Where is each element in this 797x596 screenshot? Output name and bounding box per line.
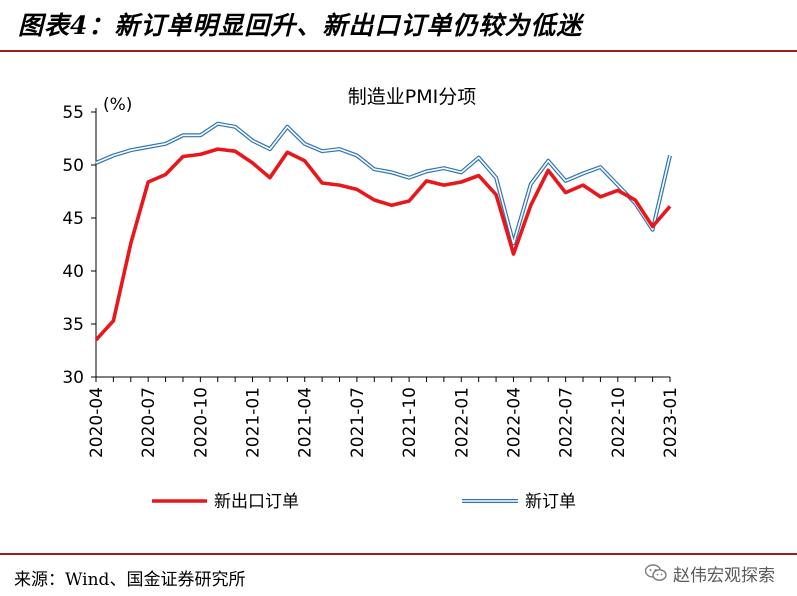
header-rule bbox=[0, 50, 797, 52]
x-tick-label: 2021-01 bbox=[244, 387, 264, 458]
chart-title: 制造业PMI分项 bbox=[348, 86, 476, 108]
y-tick-label: 55 bbox=[62, 103, 84, 123]
legend-label-new-orders: 新订单 bbox=[525, 492, 576, 512]
x-tick-label: 2020-04 bbox=[87, 387, 107, 458]
watermark: 赵伟宏观探索 bbox=[645, 553, 775, 593]
x-tick-label: 2021-07 bbox=[348, 387, 368, 458]
x-tick-label: 2022-10 bbox=[609, 387, 629, 458]
x-tick-label: 2023-01 bbox=[661, 387, 681, 458]
x-tick-label: 2022-01 bbox=[452, 387, 472, 458]
series-line-new-export-orders bbox=[94, 147, 672, 342]
figure-title: 图表4：新订单明显回升、新出口订单仍较为低迷 bbox=[18, 11, 583, 40]
series-layer bbox=[94, 121, 672, 342]
y-tick-label: 30 bbox=[62, 368, 84, 388]
legend: 新出口订单 新订单 bbox=[152, 492, 576, 512]
wechat-icon bbox=[645, 564, 667, 581]
line-chart: 制造业PMI分项 (%) 30 35 40 45 50 55 2020-04 2020-07 2… bbox=[62, 86, 681, 512]
x-tick-label: 2020-10 bbox=[191, 387, 211, 458]
x-tick-label: 2021-04 bbox=[296, 387, 316, 458]
watermark-text: 赵伟宏观探索 bbox=[673, 565, 775, 586]
legend-label-new-export-orders: 新出口订单 bbox=[214, 492, 299, 512]
y-tick-label: 40 bbox=[62, 262, 84, 282]
series-line-new-orders-core bbox=[95, 122, 671, 245]
x-tick-label: 2022-07 bbox=[557, 387, 577, 458]
source-note: 来源：Wind、国金证券研究所 bbox=[14, 570, 246, 590]
x-tick-label: 2022-04 bbox=[504, 387, 524, 458]
y-tick-label: 45 bbox=[62, 209, 84, 229]
y-tick-label: 35 bbox=[62, 315, 84, 335]
x-tick-label: 2020-07 bbox=[139, 387, 159, 458]
x-tick-label: 2021-10 bbox=[400, 387, 420, 458]
footer-rule bbox=[0, 553, 797, 555]
y-axis-unit: (%) bbox=[103, 95, 132, 115]
axes: 30 35 40 45 50 55 2020-04 2020-07 2020-10 2021-01… bbox=[62, 103, 681, 458]
y-tick-label: 50 bbox=[62, 156, 84, 176]
